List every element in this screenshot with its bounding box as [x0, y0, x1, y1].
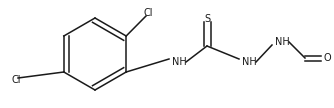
- Text: Cl: Cl: [12, 75, 21, 85]
- Text: Cl: Cl: [143, 8, 153, 18]
- Text: NH: NH: [172, 57, 187, 67]
- Text: NH: NH: [242, 57, 257, 67]
- Text: O: O: [323, 53, 331, 63]
- Text: NH: NH: [275, 37, 290, 47]
- Text: S: S: [204, 14, 210, 24]
